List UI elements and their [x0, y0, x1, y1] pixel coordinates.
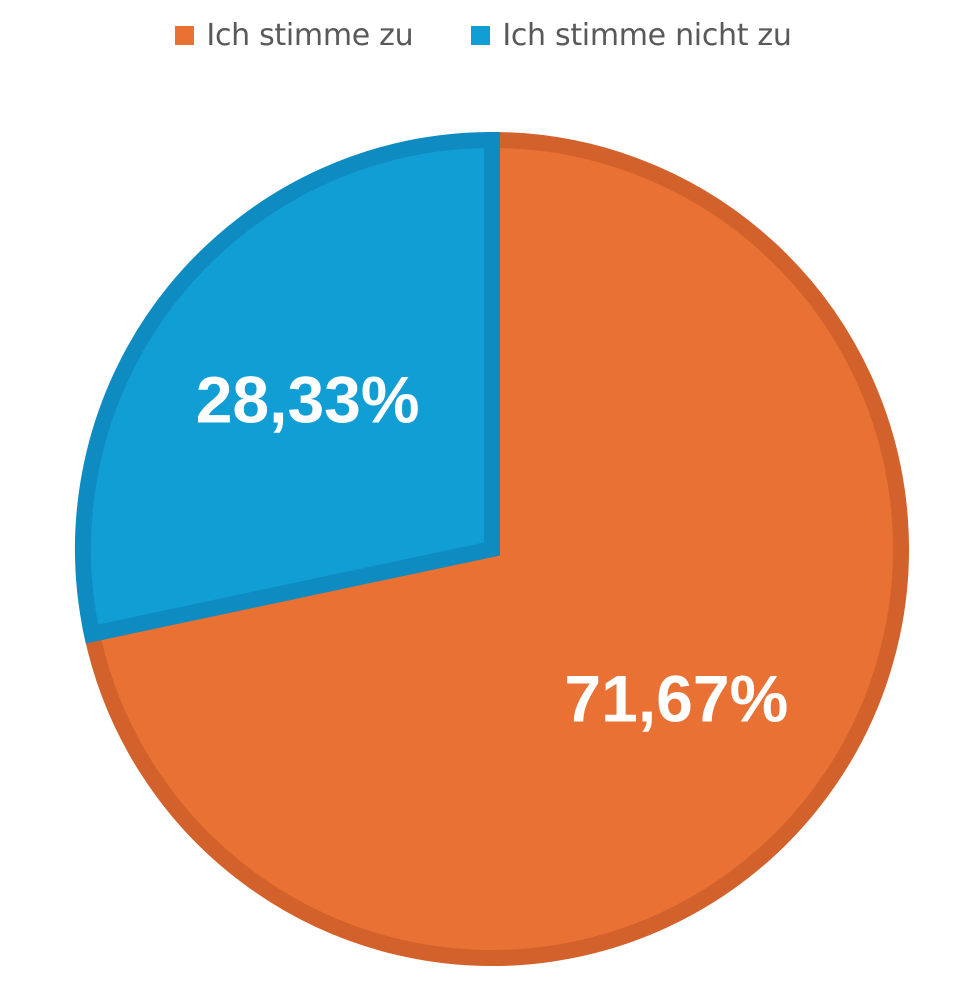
- legend-item-agree: Ich stimme zu: [175, 18, 414, 53]
- legend-swatch-disagree: [471, 26, 491, 45]
- legend-swatch-agree: [175, 26, 195, 45]
- legend-label-disagree: Ich stimme nicht zu: [502, 18, 792, 53]
- slice-label-disagree: 28,33%: [196, 363, 420, 437]
- legend-label-agree: Ich stimme zu: [206, 18, 414, 53]
- slice-disagree: [75, 131, 500, 644]
- legend-item-disagree: Ich stimme nicht zu: [471, 18, 792, 53]
- slice-label-agree: 71,67%: [564, 661, 788, 735]
- chart-legend: Ich stimme zu Ich stimme nicht zu: [0, 18, 967, 53]
